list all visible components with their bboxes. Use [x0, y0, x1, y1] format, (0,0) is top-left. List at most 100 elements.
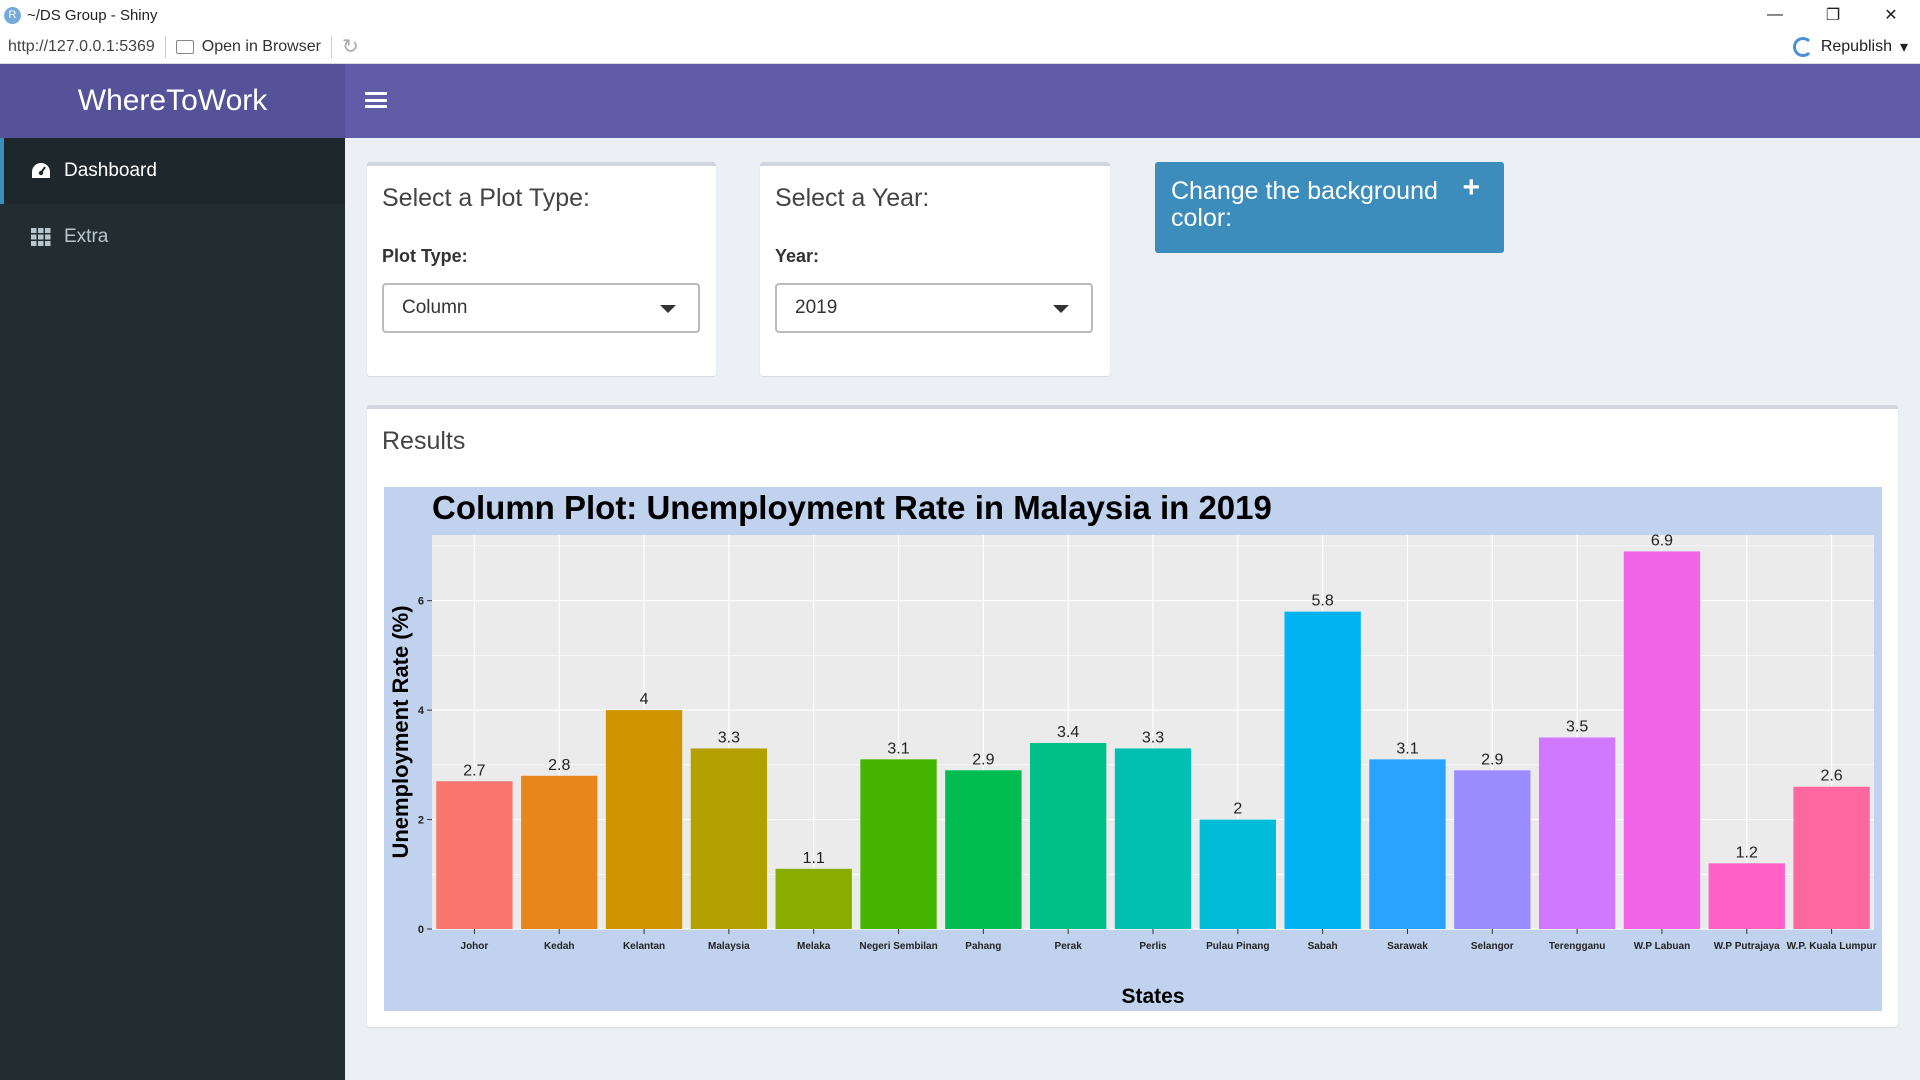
year-select[interactable]: 2019 — [775, 283, 1093, 333]
bar — [1030, 742, 1107, 929]
sidebar-item-extra[interactable]: Extra — [0, 204, 345, 270]
y-axis-label: Unemployment Rate (%) — [388, 605, 413, 858]
chevron-down-icon[interactable]: ▾ — [1899, 39, 1908, 56]
data-label: 1.2 — [1736, 844, 1758, 861]
sidebar-item-label: Dashboard — [64, 160, 157, 181]
x-tick-label: W.P Labuan — [1634, 941, 1691, 952]
x-tick-label: Selangor — [1471, 941, 1514, 952]
plot-type-label: Plot Type: — [382, 246, 468, 266]
top-navbar — [345, 64, 1920, 138]
data-label: 2.7 — [463, 762, 485, 779]
url-text[interactable]: http://127.0.0.1:5369 — [8, 37, 155, 55]
x-tick-label: Sabah — [1308, 941, 1338, 952]
open-in-browser-icon — [175, 39, 194, 54]
x-tick-label: Pulau Pinang — [1206, 941, 1269, 952]
bar — [521, 775, 598, 929]
y-tick-label: 4 — [418, 705, 425, 717]
select-value: 2019 — [795, 297, 838, 318]
data-label: 2.6 — [1820, 768, 1842, 785]
address-bar: http://127.0.0.1:5369 Open in Browser ↻ … — [0, 30, 1920, 64]
data-label: 4 — [640, 691, 649, 708]
unemployment-chart: 2.7 Johor 2.8 Kedah 4 Kelantan 3.3 Malaysia 1.1 M… — [384, 487, 1882, 1011]
y-tick-label: 2 — [418, 815, 424, 827]
minimize-button[interactable]: — — [1767, 6, 1783, 23]
data-label: 2.8 — [548, 757, 570, 774]
bar — [1199, 819, 1276, 929]
x-tick-label: Perak — [1055, 941, 1083, 952]
publish-icon — [1792, 37, 1813, 57]
x-tick-label: Malaysia — [708, 941, 750, 952]
dashboard-icon — [30, 160, 52, 182]
bar — [1623, 551, 1701, 929]
expand-plus-icon[interactable]: + — [1462, 171, 1480, 204]
bar — [1114, 748, 1192, 929]
sidebar-item-dashboard[interactable]: Dashboard — [0, 138, 345, 204]
plot-type-box: Select a Plot Type: Plot Type: Column — [367, 162, 716, 376]
x-tick-label: Kelantan — [623, 941, 665, 952]
bar — [945, 770, 1022, 929]
x-tick-label: Kedah — [544, 941, 575, 952]
x-tick-label: Perlis — [1139, 941, 1167, 952]
bar — [1284, 611, 1361, 929]
th-grid-icon — [30, 226, 52, 248]
window-controls: — ❐ ✕ — [1746, 0, 1920, 30]
sidebar-toggle-icon[interactable] — [365, 89, 387, 111]
data-label: 2.9 — [1481, 751, 1503, 768]
republish-label: Republish — [1820, 38, 1892, 55]
data-label: 5.8 — [1312, 593, 1334, 610]
x-tick-label: W.P Putrajaya — [1714, 941, 1780, 952]
x-tick-label: Terengganu — [1549, 941, 1605, 952]
x-tick-label: Johor — [461, 941, 489, 952]
refresh-icon[interactable]: ↻ — [341, 36, 359, 58]
data-label: 3.1 — [1396, 740, 1418, 757]
chart-title: Column Plot: Unemployment Rate in Malays… — [432, 489, 1272, 526]
data-label: 3.4 — [1057, 724, 1079, 741]
box-title: Results — [382, 427, 466, 455]
bar — [1708, 863, 1785, 929]
sidebar: Dashboard Extra — [0, 138, 345, 1080]
close-button[interactable]: ✕ — [1884, 7, 1898, 24]
data-label: 1.1 — [803, 850, 825, 867]
republish-button[interactable]: Republish ▾ — [1792, 30, 1908, 64]
plot-type-select[interactable]: Column — [382, 283, 700, 333]
bar — [1793, 786, 1870, 929]
box-title: Select a Year: — [775, 184, 930, 212]
x-tick-label: Melaka — [797, 941, 831, 952]
open-in-browser-button[interactable]: Open in Browser — [201, 37, 321, 55]
background-color-box[interactable]: Change the background color: + — [1155, 162, 1504, 253]
data-label: 3.5 — [1566, 718, 1588, 735]
x-tick-label: W.P. Kuala Lumpur — [1787, 941, 1877, 952]
x-tick-label: Sarawak — [1387, 941, 1428, 952]
data-label: 3.3 — [1142, 729, 1164, 746]
divider — [164, 35, 166, 58]
data-label: 6.9 — [1651, 532, 1673, 549]
select-value: Column — [402, 297, 468, 318]
y-tick-label: 0 — [418, 924, 424, 936]
data-label: 2.9 — [972, 751, 994, 768]
sidebar-item-label: Extra — [64, 226, 109, 247]
box-title: Change the background color: — [1171, 177, 1438, 232]
caret-down-icon — [660, 305, 676, 313]
r-logo-icon: R — [4, 6, 21, 24]
bar — [1454, 770, 1531, 929]
bar — [436, 781, 513, 929]
box-title: Select a Plot Type: — [382, 184, 590, 212]
bar — [1538, 737, 1616, 929]
chart-svg: 2.7 Johor 2.8 Kedah 4 Kelantan 3.3 Malaysia 1.1 M… — [388, 489, 1877, 1008]
bar — [1369, 759, 1446, 929]
year-label: Year: — [775, 246, 820, 266]
data-label: 3.3 — [718, 729, 740, 746]
y-tick-label: 6 — [418, 596, 424, 608]
x-axis-label: States — [1121, 985, 1184, 1008]
x-tick-label: Pahang — [965, 941, 1001, 952]
app-logo[interactable]: WhereToWork — [0, 64, 345, 138]
divider — [330, 35, 332, 58]
year-box: Select a Year: Year: 2019 — [760, 162, 1110, 376]
maximize-button[interactable]: ❐ — [1825, 7, 1841, 24]
data-label: 2 — [1233, 801, 1242, 818]
window-titlebar: R ~/DS Group - Shiny — ❐ ✕ — [0, 0, 1920, 30]
bar — [690, 748, 768, 929]
bar — [775, 868, 852, 929]
window-title: ~/DS Group - Shiny — [27, 6, 158, 24]
x-tick-label: Negeri Sembilan — [859, 941, 937, 952]
